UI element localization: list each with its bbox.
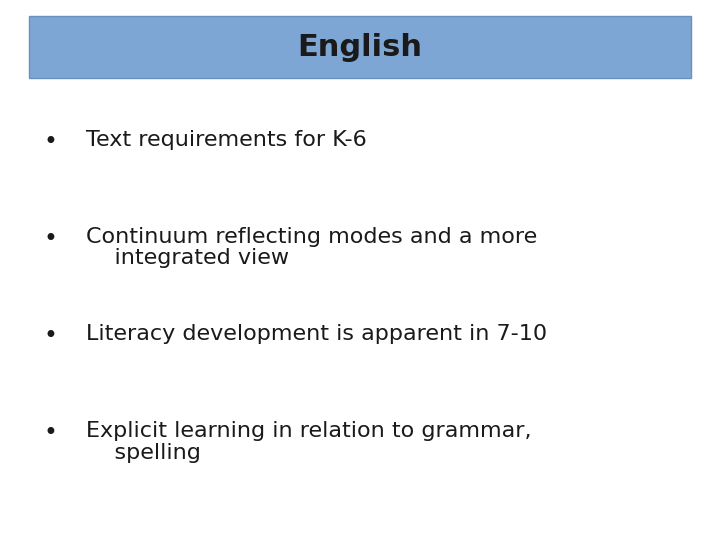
Text: English: English [297, 33, 423, 62]
Text: Explicit learning in relation to grammar,: Explicit learning in relation to grammar… [86, 421, 532, 441]
Text: Text requirements for K-6: Text requirements for K-6 [86, 130, 367, 150]
Text: •: • [43, 324, 58, 348]
Text: Continuum reflecting modes and a more: Continuum reflecting modes and a more [86, 227, 538, 247]
Text: spelling: spelling [86, 443, 202, 463]
FancyBboxPatch shape [29, 16, 691, 78]
Text: Literacy development is apparent in 7-10: Literacy development is apparent in 7-10 [86, 324, 547, 344]
Text: •: • [43, 227, 58, 251]
Text: •: • [43, 421, 58, 445]
Text: integrated view: integrated view [86, 248, 289, 268]
Text: •: • [43, 130, 58, 153]
